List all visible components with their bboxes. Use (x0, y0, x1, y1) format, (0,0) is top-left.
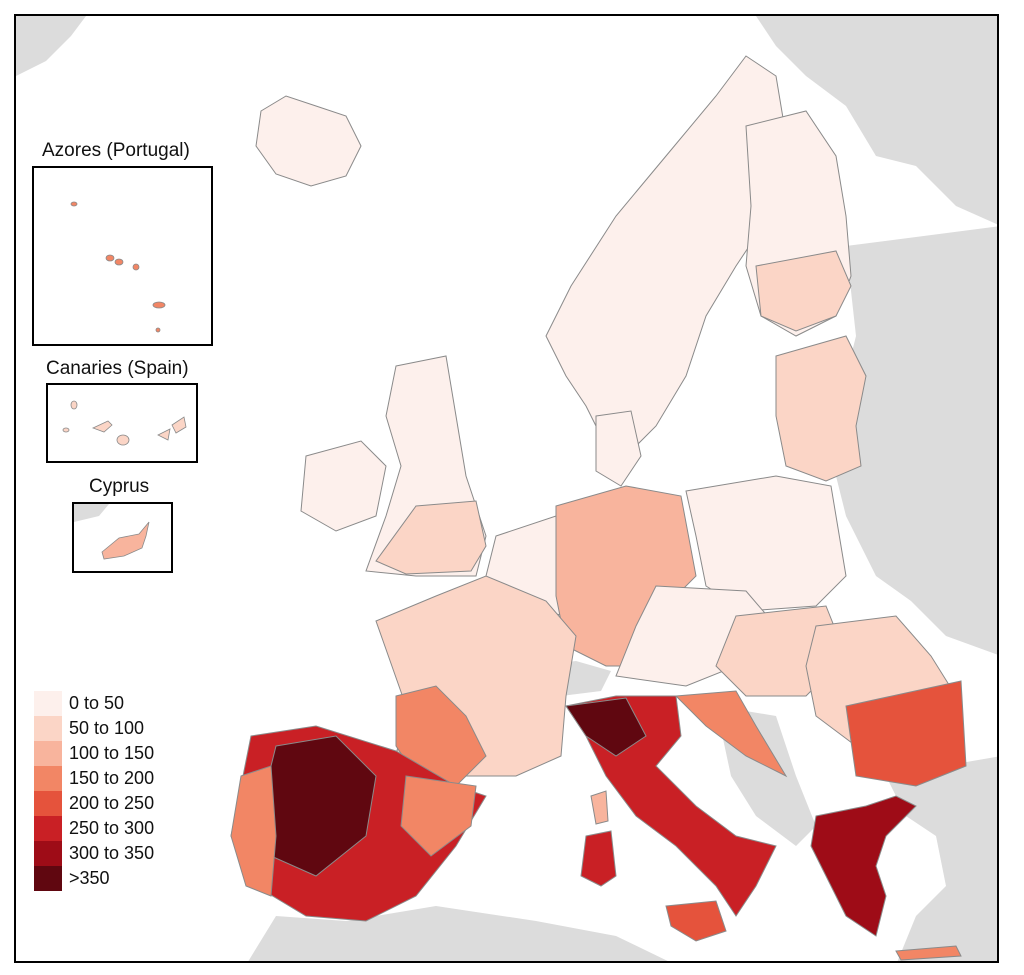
russia-east (831, 226, 997, 655)
legend: 0 to 50 50 to 100 100 to 150 150 to 200 … (34, 691, 154, 891)
azores-islands (70, 201, 166, 333)
sardinia (580, 830, 617, 887)
legend-swatch (34, 866, 62, 891)
legend-item: 250 to 300 (34, 816, 154, 841)
legend-item: 50 to 100 (34, 716, 154, 741)
inset-title-azores: Azores (Portugal) (42, 140, 190, 161)
inset-cyprus (72, 502, 173, 573)
crete (895, 945, 962, 961)
legend-label: 250 to 300 (69, 818, 155, 838)
turkey (886, 756, 997, 961)
ireland (300, 440, 387, 532)
poland (685, 475, 847, 612)
portugal-coast (230, 765, 277, 897)
legend-label: 0 to 50 (69, 693, 125, 713)
finland-south (755, 250, 852, 332)
legend-item: 150 to 200 (34, 766, 154, 791)
baltic-states (775, 335, 867, 482)
legend-item: 200 to 250 (34, 791, 154, 816)
scandinavia (545, 55, 787, 457)
legend-swatch (34, 841, 62, 866)
legend-swatch (34, 791, 62, 816)
legend-label: 100 to 150 (69, 743, 155, 763)
legend-label: >350 (69, 868, 110, 888)
legend-label: 150 to 200 (69, 768, 155, 788)
legend-swatch (34, 816, 62, 841)
legend-item: 300 to 350 (34, 841, 154, 866)
inset-canaries (46, 383, 198, 463)
legend-label: 300 to 350 (69, 843, 155, 863)
legend-item: 100 to 150 (34, 741, 154, 766)
non-eu-land (16, 16, 997, 961)
corsica (590, 790, 609, 825)
denmark (595, 410, 642, 487)
greece (810, 795, 917, 937)
legend-item: >350 (34, 866, 154, 891)
sicily (665, 900, 727, 942)
england-south (375, 500, 487, 575)
africa (248, 906, 668, 961)
legend-swatch (34, 766, 62, 791)
bulgaria (845, 680, 967, 787)
inset-title-canaries: Canaries (Spain) (46, 358, 189, 379)
map-frame: Azores (Portugal) Canaries (Spain) (14, 14, 999, 963)
legend-swatch (34, 716, 62, 741)
italy-north (565, 697, 647, 757)
croatia-slovenia (674, 690, 788, 778)
legend-swatch (34, 741, 62, 766)
svalbard-russia-north (756, 16, 997, 225)
inset-azores (32, 166, 213, 346)
legend-swatch (34, 691, 62, 716)
legend-label: 200 to 250 (69, 793, 155, 813)
france-southwest (395, 685, 487, 787)
iberia-east (400, 775, 477, 857)
europe-map (16, 16, 997, 961)
iceland (255, 95, 362, 187)
legend-label: 50 to 100 (69, 718, 145, 738)
canaries-islands (62, 400, 187, 446)
greenland-edge (16, 16, 86, 76)
eu-regions (230, 55, 967, 961)
cyprus-island (74, 504, 150, 560)
inset-title-cyprus: Cyprus (89, 476, 150, 497)
legend-item: 0 to 50 (34, 691, 154, 716)
